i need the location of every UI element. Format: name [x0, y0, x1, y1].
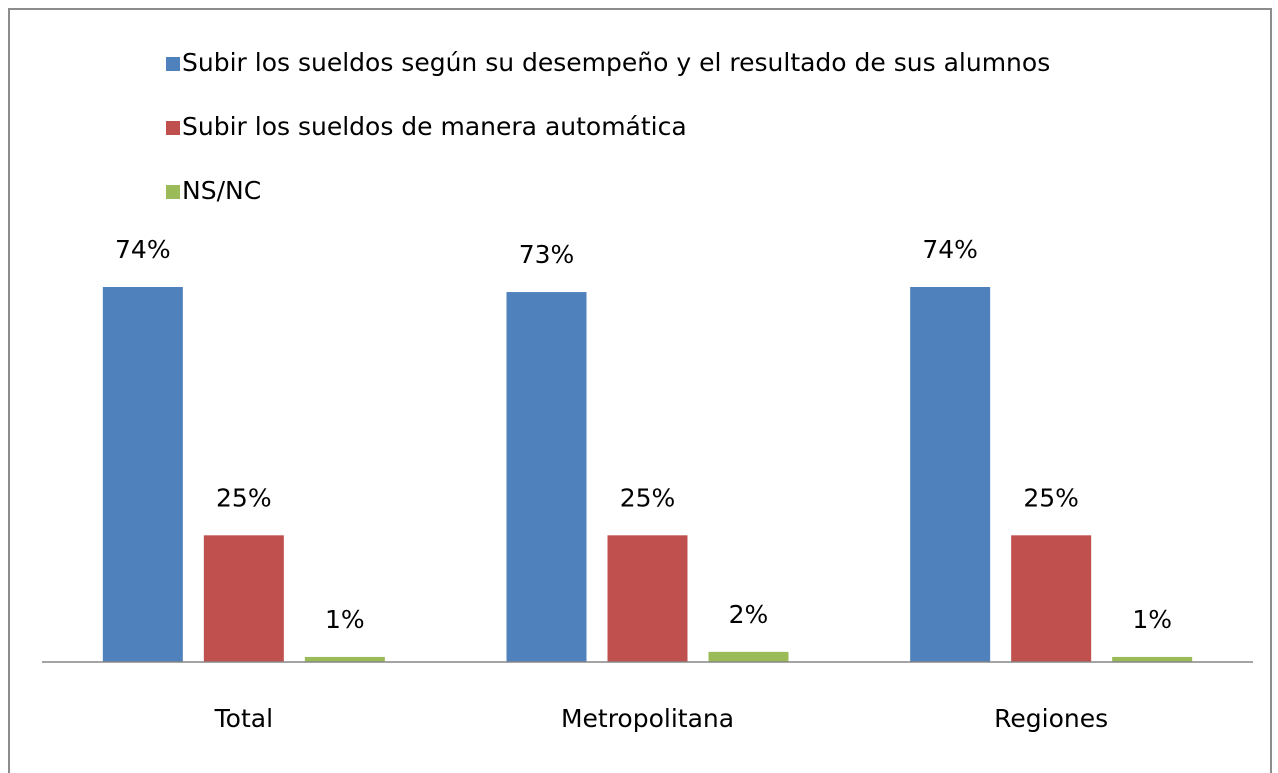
bar [304, 656, 385, 662]
bar [203, 535, 284, 662]
legend-swatch [166, 121, 180, 135]
data-label: 2% [729, 600, 769, 629]
bar [506, 292, 587, 662]
data-label: 1% [1132, 605, 1172, 634]
legend-label: Subir los sueldos según su desempeño y e… [182, 48, 1050, 77]
legend-label: Subir los sueldos de manera automática [182, 112, 687, 141]
data-label: 1% [325, 605, 365, 634]
data-label: 74% [115, 235, 171, 264]
x-tick-label: Total [214, 704, 273, 733]
bar [910, 287, 991, 662]
x-tick-label: Metropolitana [561, 704, 734, 733]
data-label: 74% [922, 235, 978, 264]
data-label: 73% [519, 240, 575, 269]
legend-swatch [166, 57, 180, 71]
bar [708, 651, 789, 662]
bar [607, 535, 688, 662]
x-tick-label: Regiones [994, 704, 1108, 733]
legend-swatch [166, 185, 180, 199]
bar [1011, 535, 1092, 662]
bar [1112, 656, 1193, 662]
bar [102, 287, 183, 662]
legend-label: NS/NC [182, 176, 261, 205]
data-label: 25% [620, 483, 676, 512]
data-label: 25% [216, 483, 272, 512]
data-label: 25% [1023, 483, 1079, 512]
